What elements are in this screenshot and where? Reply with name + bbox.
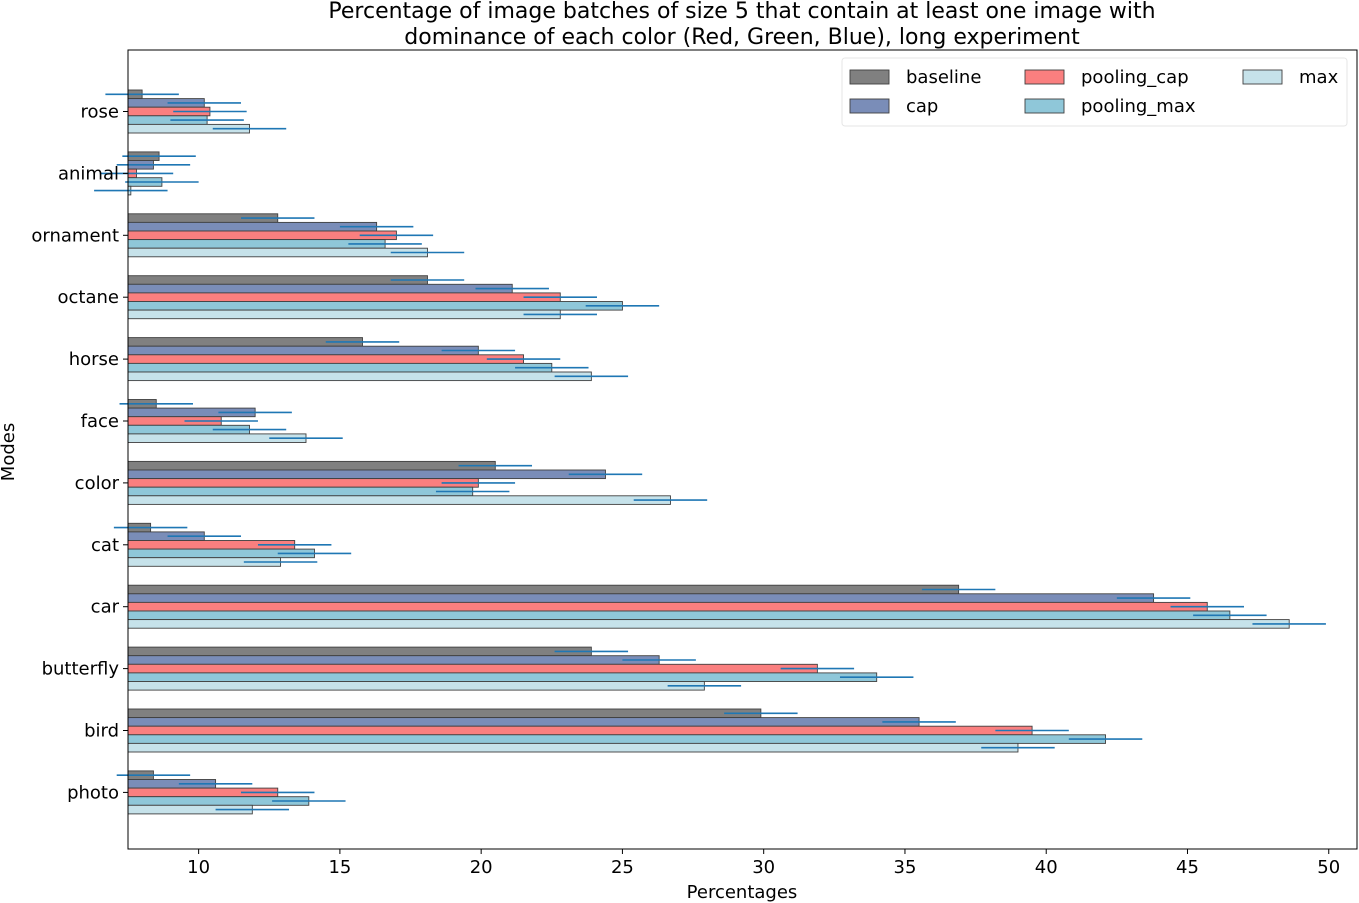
bar-color-cap [127,469,606,480]
y-axis-label: Modes [0,423,19,481]
x-tick-label-50: 50 [1317,857,1340,878]
x-axis-label: Percentages [687,882,798,903]
x-tick-label-25: 25 [611,857,634,878]
legend-swatch-baseline [849,69,890,85]
bar-car-baseline [127,584,960,595]
x-tick-label-10: 10 [187,857,210,878]
bar-ornament-pooling_cap [127,230,397,241]
bar-butterfly-pooling_max [127,672,878,682]
legend-label-pooling_cap: pooling_cap [1081,67,1189,88]
legend-swatch-pooling_cap [1024,69,1065,85]
bar-car-pooling_max [127,610,1231,621]
legend-swatch-max [1242,69,1283,85]
bar-bird-max [127,742,1019,753]
legend-swatch-cap [849,98,890,114]
y-tick-label-animal: animal [58,163,119,184]
bar-octane-pooling_cap [127,292,561,302]
bar-butterfly-cap [127,655,660,665]
bar-octane-baseline [127,275,428,285]
legend-label-cap: cap [906,96,938,117]
bar-color-max [127,495,671,505]
bar-butterfly-baseline [127,646,592,657]
y-tick-label-bird: bird [84,721,119,742]
bar-butterfly-pooling_cap [127,663,818,674]
bar-color-baseline [127,460,496,471]
bar-horse-cap [127,345,479,356]
legend-frame [841,57,1348,127]
y-tick-label-octane: octane [58,287,119,308]
x-tick-label-45: 45 [1176,857,1199,878]
legend-label-max: max [1299,67,1339,88]
x-tick-label-20: 20 [470,857,493,878]
bar-color-pooling_max [127,486,474,497]
bar-car-max [127,619,1290,629]
x-tick-label-30: 30 [752,857,775,878]
y-tick-label-face: face [81,411,119,432]
bar-ornament-cap [127,221,378,232]
x-tick-label-35: 35 [894,857,917,878]
bar-horse-pooling_cap [127,354,524,364]
plot-frame [127,49,1358,850]
chart-title-line-2: dominance of each color (Red, Green, Blu… [404,25,1080,50]
y-tick-label-ornament: ornament [31,225,119,246]
y-tick-label-butterfly: butterfly [42,659,120,680]
bar-ornament-max [127,247,428,258]
y-tick-label-horse: horse [69,349,119,370]
bar-butterfly-max [127,681,705,691]
bars-group [127,89,1290,815]
y-tick-label-photo: photo [67,782,119,803]
y-tick-label-color: color [75,473,120,494]
legend-swatch-pooling_max [1024,98,1065,114]
legend: baseline cap pooling_cap pooling_max max [841,57,1348,127]
bar-bird-pooling_max [127,734,1106,744]
legend-label-pooling_max: pooling_max [1081,96,1196,117]
legend-label-baseline: baseline [906,67,981,88]
bar-octane-cap [127,283,513,294]
y-axis: rose animal ornament octane horse face color ca… [31,102,128,803]
errorbars-group [94,93,1326,811]
bar-car-cap [127,593,1155,603]
bar-bird-cap [127,717,920,727]
x-axis: 10 15 20 25 30 35 40 45 50 [187,849,1340,878]
bar-horse-max [127,371,592,382]
bar-horse-pooling_max [127,362,553,373]
bar-color-pooling_cap [127,478,479,488]
bar-bird-pooling_cap [127,725,1033,736]
y-tick-label-car: car [91,597,120,618]
bar-car-pooling_cap [127,601,1208,612]
y-tick-label-cat: cat [91,535,119,556]
bar-octane-max [127,309,561,320]
bar-ornament-pooling_max [127,239,386,249]
bar-bird-baseline [127,708,762,719]
x-tick-label-40: 40 [1035,857,1058,878]
chart-title-line-1: Percentage of image batches of size 5 th… [328,0,1155,24]
bar-octane-pooling_max [127,301,623,311]
x-tick-label-15: 15 [328,857,351,878]
y-tick-label-rose: rose [81,102,119,123]
